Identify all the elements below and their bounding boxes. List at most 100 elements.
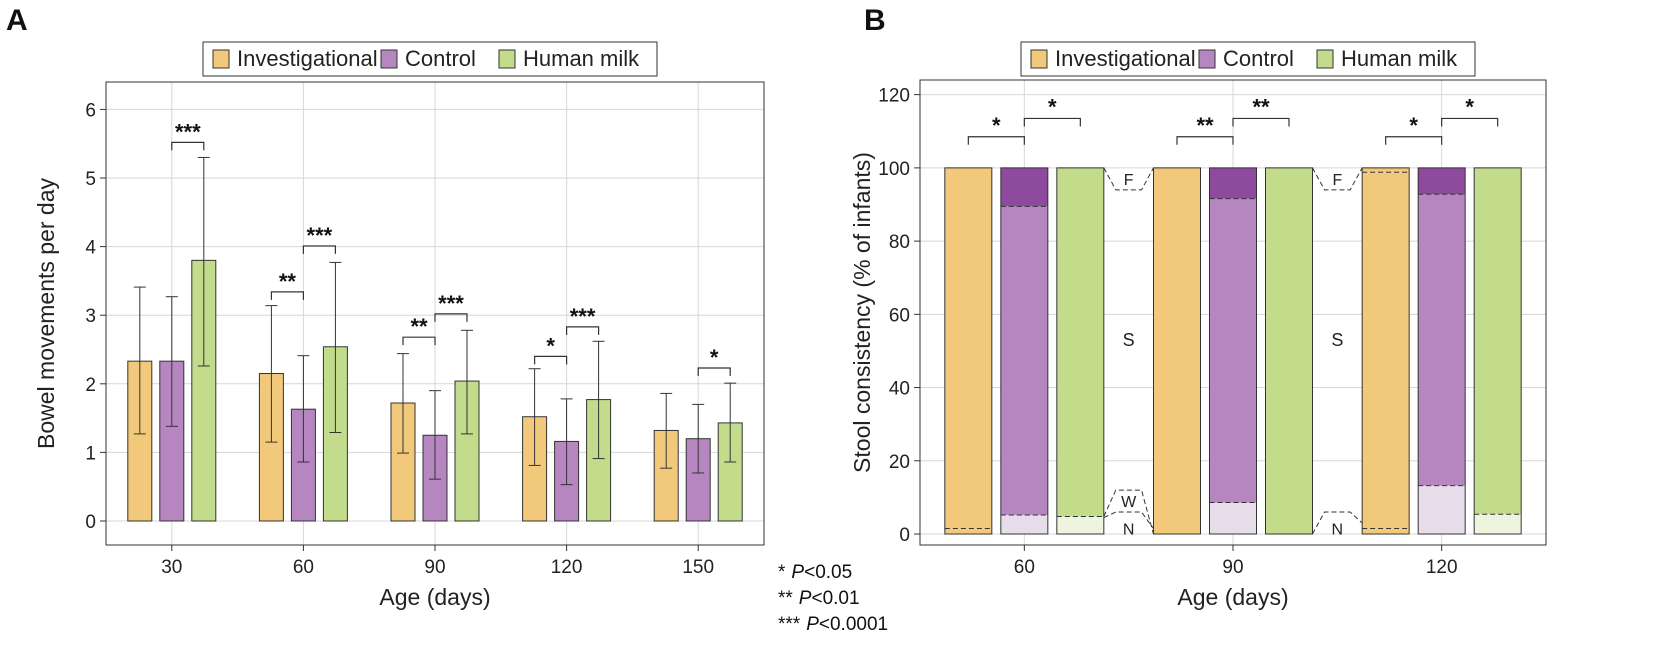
panel-a-sig-bracket-0: [171, 141, 205, 151]
panel-b-ylabel: Stool consistency (% of infants): [849, 152, 875, 473]
panel-b-seg-watery-1-0: [1000, 514, 1048, 535]
footnote-2: ** P<0.01: [778, 588, 860, 609]
panel-a-sig-label-2: ***: [307, 223, 333, 248]
panel-a-ytick-label-4: 4: [85, 238, 96, 259]
panel-b-zone-label-none-0: N: [1123, 522, 1135, 539]
footnote-3: *** P<0.0001: [778, 614, 888, 635]
panel-b-bar-outline-2-1: [1265, 167, 1313, 535]
footnote-1-stars: *: [778, 562, 786, 583]
panel-a-sig-label-6: ***: [570, 304, 596, 329]
panel-b-sig-label-0: *: [992, 113, 1001, 138]
footnote-2-stars: **: [778, 588, 793, 609]
panel-b-seg-formed-1-2: [1418, 167, 1466, 195]
panel-b-seg-soft-0-0: [944, 167, 992, 529]
panel-a-legend-label-0: Investigational: [237, 46, 378, 71]
panel-a-sig-label-1: **: [279, 269, 297, 294]
panel-b-sig-label-1: *: [1048, 94, 1057, 119]
panel-a-bar-2-2: [454, 380, 480, 522]
panel-b-sig-bracket-0: [967, 136, 1025, 145]
panel-b-seg-soft-2-1: [1265, 167, 1313, 535]
panel-a-legend-swatch-0: [212, 49, 230, 69]
panel-a-sig-bracket-7: [697, 367, 731, 377]
panel-b-sig-bracket-1: [1023, 117, 1081, 127]
panel-a-legend-label-2: Human milk: [523, 46, 640, 71]
panel-b-sig-bracket-5: [1441, 117, 1499, 127]
panel-b-bar-outline-2-0: [1056, 167, 1105, 535]
panel-b-ytick-label-2: 40: [889, 379, 910, 400]
panel-b-seg-watery-1-1: [1209, 502, 1257, 535]
panel-b-seg-soft-1-2: [1418, 194, 1466, 486]
panel-b-seg-soft-0-1: [1153, 167, 1201, 535]
panel-a-sig-bracket-4: [434, 313, 468, 322]
panel-b-bar-outline-0-1: [1153, 167, 1201, 535]
panel-b-seg-watery-0-2: [1362, 528, 1410, 535]
panel-b-legend-label-0: Investigational: [1055, 46, 1196, 71]
panel-a-xtick-label-1: 60: [293, 557, 314, 578]
panel-a-sig-label-3: **: [410, 314, 428, 339]
panel-a-xtick-label-2: 90: [424, 557, 445, 578]
panel-a-sig-bracket-2: [302, 245, 336, 254]
footnote-2-cmp: <0.01: [811, 588, 859, 609]
significance-footnote: * P<0.05 ** P<0.01 *** P<0.0001: [778, 562, 888, 635]
panel-a-legend-box: [202, 41, 658, 77]
panel-b-sig-bracket-2: [1176, 136, 1234, 145]
panel-a-xtick-label-3: 120: [551, 557, 583, 578]
panel-b-zone-label-formed-0: F: [1124, 172, 1134, 189]
panel-a-ytick-label-5: 5: [85, 169, 96, 190]
footnote-2-p: P: [799, 588, 812, 609]
panel-b-seg-soft-0-2: [1362, 172, 1410, 529]
panel-b-seg-watery-2-2: [1474, 514, 1522, 535]
footnote-3-p: P: [806, 614, 819, 635]
panel-b-xtick-label-0: 60: [1014, 557, 1035, 578]
panel-a-sig-label-0: ***: [175, 119, 201, 144]
panel-a-sig-bracket-1: [270, 291, 304, 300]
panel-a-sig-bracket-3: [402, 336, 436, 346]
panel-b-bar-outline-1-2: [1417, 167, 1466, 535]
panel-b-seg-soft-1-0: [1000, 206, 1048, 515]
panel-b-connector-none-0: [1103, 511, 1154, 529]
panel-b-xtick-label-1: 90: [1222, 557, 1243, 578]
footnote-3-cmp: <0.0001: [819, 614, 888, 635]
panel-a-ytick-label-6: 6: [85, 100, 96, 121]
panel-a-sig-bracket-5: [534, 355, 568, 365]
panel-a-sig-bracket-6: [566, 326, 600, 335]
panel-a-ylabel: Bowel movements per day: [33, 177, 59, 449]
panel-b-connector-formed-1: [1312, 167, 1363, 191]
panel-b-seg-formed-1-0: [1000, 167, 1048, 207]
panel-b-bar-outline-2-2: [1473, 167, 1522, 535]
panel-b-ytick-label-6: 120: [878, 86, 910, 107]
panel-b-zone-label-soft-1: S: [1331, 330, 1343, 350]
panel-a-legend-label-1: Control: [405, 46, 476, 71]
panel-b-sig-bracket-3: [1232, 117, 1290, 127]
footnote-1-p: P: [791, 562, 804, 583]
footnote-3-stars: ***: [778, 614, 801, 635]
panel-b-bar-outline-0-2: [1361, 167, 1410, 535]
panel-a-sig-label-4: ***: [438, 291, 464, 316]
panel-a-xlabel: Age (days): [379, 584, 490, 610]
panel-b-legend-swatch-2: [1316, 49, 1334, 69]
panel-b-seg-formed-0-2: [1362, 167, 1410, 173]
panel-a-sig-label-5: *: [546, 333, 555, 358]
panel-b-bar-outline-1-0: [1000, 167, 1049, 535]
panel-a-xtick-label-4: 150: [682, 557, 714, 578]
panel-b-letter: B: [864, 4, 886, 37]
panel-b-ytick-label-3: 60: [889, 305, 910, 326]
panel-b-sig-bracket-4: [1385, 136, 1443, 145]
panel-a-sig-label-7: *: [710, 345, 719, 370]
panel-b-ytick-label-5: 100: [878, 159, 910, 180]
panel-b-ytick-label-4: 80: [889, 232, 910, 253]
panel-b-zone-label-watery-0: W: [1121, 494, 1137, 511]
panel-a-ytick-label-3: 3: [85, 306, 96, 327]
panel-b-zone-label-none-1: N: [1332, 522, 1344, 539]
panel-b-xtick-label-2: 120: [1426, 557, 1458, 578]
panel-b-sig-label-4: *: [1409, 113, 1418, 138]
panel-b-ytick-label-0: 0: [899, 525, 910, 546]
panel-b-seg-watery-2-0: [1056, 516, 1104, 535]
panel-b-zone-label-soft-0: S: [1123, 330, 1135, 350]
footnote-1: * P<0.05: [778, 562, 852, 583]
panel-b-legend-label-1: Control: [1223, 46, 1294, 71]
footnote-1-cmp: <0.05: [804, 562, 852, 583]
panel-a-ytick-label-0: 0: [85, 512, 96, 533]
